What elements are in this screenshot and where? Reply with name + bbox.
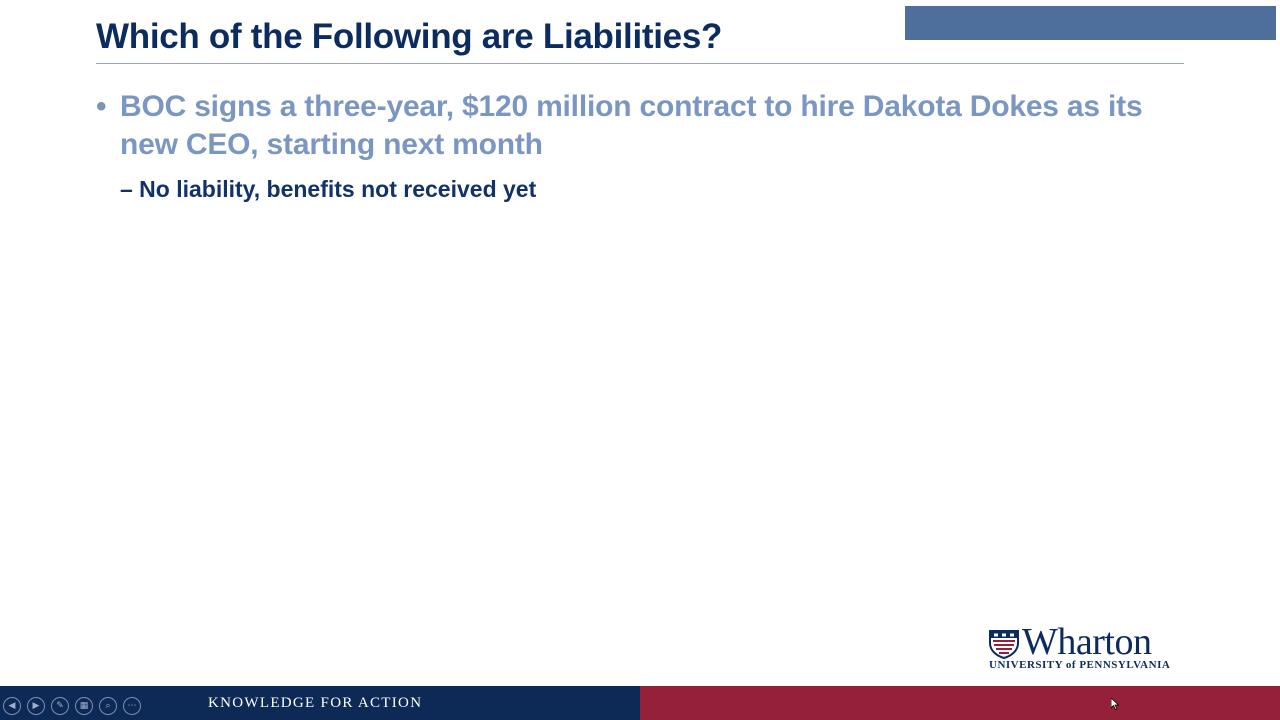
previous-slide-icon: ◀ [8, 700, 16, 711]
next-slide-button[interactable]: ▶ [27, 697, 45, 715]
footer-tagline: KNOWLEDGE FOR ACTION [208, 695, 423, 711]
bullet-item: • BOC signs a three-year, $120 million c… [96, 88, 1191, 164]
penn-shield-icon [989, 630, 1019, 659]
slides-grid-icon: ▦ [79, 700, 89, 711]
more-options-icon: ⋯ [127, 700, 137, 711]
next-slide-icon: ▶ [32, 700, 40, 711]
wharton-logo: Wharton UNIVERSITY of PENNSYLVANIA [988, 622, 1193, 674]
title-divider [96, 63, 1184, 64]
footer-bar-right [640, 686, 1280, 720]
zoom-icon: ⌕ [105, 700, 111, 711]
pen-tool-button[interactable]: ✎ [51, 697, 69, 715]
logo-wordmark: Wharton [1022, 621, 1152, 663]
bullet-text: BOC signs a three-year, $120 million con… [120, 90, 1143, 161]
slideshow-controls: ◀ ▶ ✎ ▦ ⌕ ⋯ [3, 697, 141, 715]
previous-slide-button[interactable]: ◀ [3, 697, 21, 715]
corner-banner [905, 6, 1276, 40]
pen-icon: ✎ [56, 700, 64, 711]
more-options-button[interactable]: ⋯ [123, 697, 141, 715]
bullet-marker: • [96, 90, 107, 123]
see-all-slides-button[interactable]: ▦ [75, 697, 93, 715]
slide-title: Which of the Following are Liabilities? [96, 17, 723, 56]
mouse-cursor-icon [1111, 698, 1119, 710]
sub-bullet-text: – No liability, benefits not received ye… [120, 176, 537, 202]
zoom-button[interactable]: ⌕ [99, 697, 117, 715]
logo-subtitle: UNIVERSITY of PENNSYLVANIA [989, 659, 1171, 671]
